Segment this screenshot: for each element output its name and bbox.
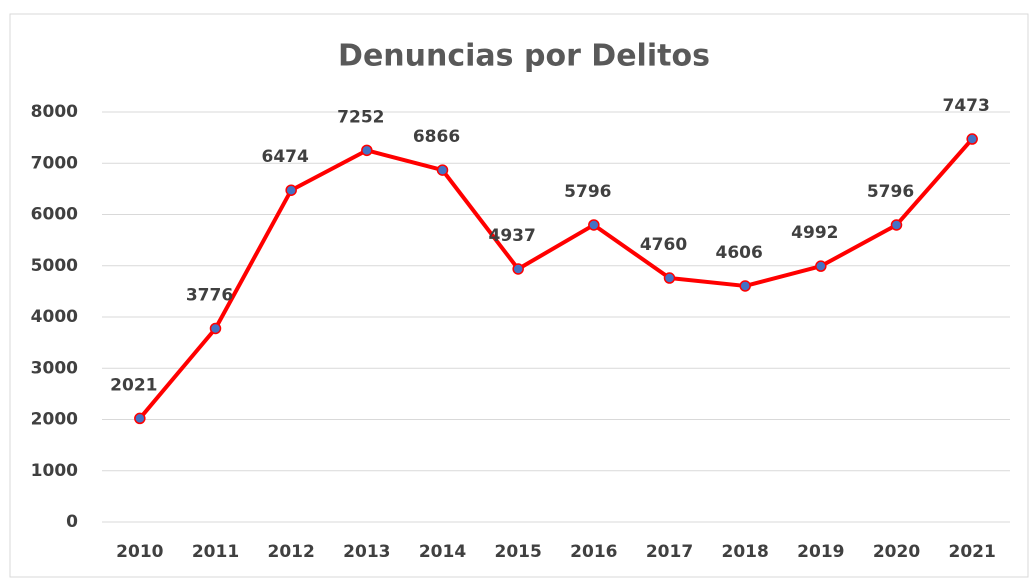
- data-point: [436, 164, 449, 176]
- data-label: 5796: [564, 182, 611, 202]
- data-point: [739, 280, 751, 292]
- y-tick-label: 8000: [31, 102, 78, 122]
- data-point: [512, 263, 524, 275]
- data-point: [209, 322, 222, 335]
- x-tick-label: 2013: [343, 542, 390, 562]
- data-point: [134, 412, 146, 425]
- data-point: [815, 260, 827, 272]
- x-tick-label: 2016: [570, 542, 617, 562]
- data-label: 2021: [110, 375, 157, 395]
- data-label: 6474: [262, 147, 309, 167]
- data-label: 7473: [943, 96, 990, 116]
- data-label: 4760: [640, 235, 687, 255]
- y-tick-label: 0: [66, 512, 78, 532]
- y-tick-label: 5000: [31, 256, 78, 276]
- x-tick-label: 2020: [873, 542, 920, 562]
- data-label: 4992: [791, 223, 838, 243]
- data-point: [663, 272, 676, 284]
- y-tick-label: 2000: [31, 410, 78, 430]
- data-label: 6866: [413, 127, 460, 147]
- data-point: [361, 144, 373, 157]
- x-tick-label: 2019: [797, 542, 844, 562]
- data-label: 4606: [716, 243, 763, 263]
- chart-title: Denuncias por Delitos: [338, 39, 710, 74]
- data-point: [285, 184, 297, 196]
- x-tick-label: 2017: [646, 542, 693, 562]
- data-point: [890, 219, 903, 231]
- data-point: [966, 133, 978, 145]
- x-tick-label: 2018: [722, 542, 769, 562]
- chart-frame: [9, 13, 1029, 578]
- data-label: 7252: [337, 107, 384, 127]
- y-tick-label: 4000: [31, 307, 78, 327]
- x-tick-label: 2011: [192, 542, 239, 562]
- x-tick-label: 2012: [268, 542, 315, 562]
- x-tick-label: 2021: [949, 542, 996, 562]
- data-point: [588, 219, 600, 231]
- y-tick-label: 7000: [31, 153, 78, 173]
- data-line: [138, 137, 974, 420]
- y-tick-label: 1000: [31, 461, 78, 481]
- x-tick-label: 2015: [495, 542, 542, 562]
- data-label: 3776: [186, 285, 233, 305]
- x-tick-label: 2010: [116, 542, 163, 562]
- x-tick-label: 2014: [419, 542, 466, 562]
- y-tick-label: 3000: [31, 358, 78, 378]
- data-label: 4937: [489, 226, 536, 246]
- y-tick-label: 6000: [31, 205, 78, 225]
- data-label: 5796: [867, 182, 914, 202]
